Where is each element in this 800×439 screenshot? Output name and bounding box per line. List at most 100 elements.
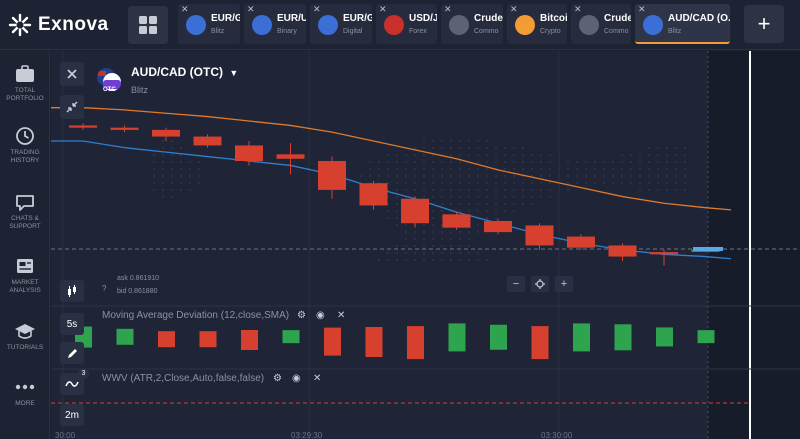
- asset-tab[interactable]: ✕ Crude Commo: [571, 4, 631, 44]
- tab-asset-type: Crypto: [540, 28, 561, 35]
- tab-asset-name: Crude: [604, 13, 631, 24]
- close-tab-icon[interactable]: ✕: [574, 4, 582, 14]
- tab-asset-type: Commo: [474, 28, 499, 35]
- mad-bar: [448, 323, 466, 352]
- mad-bar: [656, 327, 673, 347]
- news-icon: [17, 259, 33, 273]
- candle: [484, 218, 512, 235]
- candle: [401, 196, 429, 228]
- zoom-reset-button[interactable]: [531, 276, 549, 292]
- exnova-logo-icon: [8, 13, 32, 37]
- bitcoin-icon: [515, 15, 535, 35]
- mad-bar: [365, 327, 383, 357]
- zoom-in-button[interactable]: +: [555, 276, 573, 292]
- chart-area[interactable]: OTC AUD/CAD (OTC) ▼ Blitz ? ask 0.861910…: [51, 51, 800, 439]
- sidebar-item-history[interactable]: TRADING HISTORY: [0, 125, 50, 165]
- asset-tab[interactable]: ✕ EUR/U Binary: [244, 4, 306, 44]
- tab-asset-type: Digital: [343, 28, 363, 35]
- asset-tab[interactable]: ✕ AUD/CAD (O... Blitz: [635, 4, 730, 44]
- sidebar-item-portfolio[interactable]: TOTAL PORTFOLIO: [0, 63, 50, 103]
- close-chart-button[interactable]: [60, 62, 84, 86]
- mad-bar: [573, 323, 590, 352]
- ma-orange-line: [51, 107, 732, 211]
- more-dots-icon: [15, 384, 35, 390]
- mad-bar: [407, 326, 424, 360]
- candle: [276, 143, 305, 175]
- mad-bar: [614, 324, 632, 351]
- eye-icon[interactable]: ◉: [316, 310, 325, 321]
- close-tab-icon[interactable]: ✕: [379, 4, 387, 14]
- sidebar-item-label: TRADING HISTORY: [10, 149, 40, 164]
- info-icon[interactable]: ?: [102, 284, 107, 293]
- sidebar-item-label: TUTORIALS: [6, 344, 44, 351]
- drawing-tools-button[interactable]: [60, 342, 84, 364]
- close-icon[interactable]: ✕: [337, 310, 346, 321]
- close-tab-icon[interactable]: ✕: [444, 4, 452, 14]
- otc-eu-icon: [186, 15, 206, 35]
- tab-asset-name: Crude: [474, 13, 503, 24]
- sidebar-item-more[interactable]: MORE: [0, 376, 50, 408]
- tab-asset-name: EUR/U: [277, 13, 306, 24]
- asset-grid-button[interactable]: [128, 6, 168, 44]
- brand-logo[interactable]: Exnova: [8, 12, 109, 38]
- asset-selector[interactable]: AUD/CAD (OTC) ▼: [131, 65, 238, 79]
- history-icon: [16, 127, 34, 145]
- otc-badge: OTC: [103, 87, 116, 93]
- candle: [359, 181, 388, 210]
- candle: [525, 223, 554, 250]
- chart-type-button[interactable]: [60, 280, 84, 302]
- grid-icon: [139, 16, 157, 34]
- eu-us-flag-icon: [252, 15, 272, 35]
- mad-bar: [324, 327, 341, 356]
- tab-asset-type: Blitz: [668, 28, 682, 35]
- graduation-cap-icon: [15, 324, 35, 339]
- asset-title: AUD/CAD (OTC): [131, 65, 223, 79]
- close-icon[interactable]: ✕: [313, 373, 322, 384]
- collapse-chart-button[interactable]: [60, 95, 84, 119]
- mad-bar: [158, 331, 175, 348]
- expiry-button[interactable]: 2m: [60, 404, 84, 426]
- indicator-count-badge: 3: [78, 368, 89, 379]
- price-chart[interactable]: [51, 51, 800, 439]
- zoom-out-button[interactable]: −: [507, 276, 525, 292]
- sidebar-item-label: MARKET ANALYSIS: [9, 279, 41, 294]
- close-tab-icon[interactable]: ✕: [510, 4, 518, 14]
- asset-tab[interactable]: ✕ USD/J Forex: [376, 4, 437, 44]
- mad-bar: [199, 331, 217, 348]
- tab-asset-name: EUR/G: [211, 13, 240, 24]
- gear-icon[interactable]: ⚙: [297, 310, 306, 321]
- wwv-indicator-label: WWV (ATR,2,Close,Auto,false,false): [102, 373, 265, 384]
- ma-blue-line: [51, 140, 732, 260]
- gear-icon[interactable]: ⚙: [273, 373, 282, 384]
- sidebar-item-chats[interactable]: CHATS & SUPPORT: [0, 191, 50, 231]
- mad-bar: [697, 330, 715, 344]
- wave-icon: [65, 381, 79, 387]
- eu-uk-flag-icon: [318, 15, 338, 35]
- chevron-down-icon: ▼: [229, 68, 239, 78]
- indicators-button[interactable]: [60, 373, 84, 395]
- close-tab-icon[interactable]: ✕: [638, 4, 646, 14]
- asset-tab[interactable]: ✕ EUR/G Digital: [310, 4, 372, 44]
- time-tick: 30:00: [55, 431, 76, 439]
- close-tab-icon[interactable]: ✕: [181, 4, 189, 14]
- asset-tab[interactable]: ✕ Crude Commo: [441, 4, 503, 44]
- sidebar-item-market-analysis[interactable]: MARKET ANALYSIS: [0, 255, 50, 295]
- timeframe-button[interactable]: 5s: [60, 313, 84, 335]
- close-tab-icon[interactable]: ✕: [247, 4, 255, 14]
- collapse-icon: [66, 101, 78, 113]
- sidebar-item-tutorials[interactable]: TUTORIALS: [0, 320, 50, 352]
- asset-tab[interactable]: ✕ Bitcoin Crypto: [507, 4, 567, 44]
- mad-bar: [282, 330, 300, 344]
- tab-asset-type: Blitz: [211, 28, 225, 35]
- asset-tab[interactable]: ✕ EUR/G Blitz: [178, 4, 240, 44]
- top-bar: Exnova ✕ EUR/G Blitz ✕ EUR/U Binary ✕ EUR/G Digi…: [0, 0, 800, 50]
- candle: [69, 123, 97, 130]
- tab-asset-name: AUD/CAD (O...: [668, 13, 730, 24]
- eye-icon[interactable]: ◉: [292, 373, 301, 384]
- add-tab-button[interactable]: +: [744, 5, 784, 43]
- oil-drop-icon: [579, 15, 599, 35]
- close-tab-icon[interactable]: ✕: [313, 4, 321, 14]
- candle: [235, 141, 263, 166]
- mad-bar: [241, 330, 258, 350]
- bid-price: bid 0.861880: [117, 288, 158, 295]
